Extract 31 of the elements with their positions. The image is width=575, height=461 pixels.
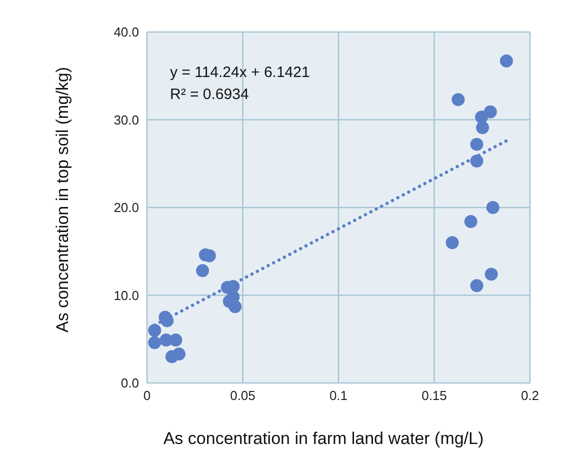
point <box>484 268 498 281</box>
point <box>446 236 459 250</box>
point <box>148 324 162 337</box>
x-tick-label: 0.1 <box>329 388 348 404</box>
annotation: R² = 0.6934 <box>170 86 249 103</box>
y-tick-label: 30.0 <box>114 112 139 128</box>
point <box>196 264 210 278</box>
point <box>500 54 513 68</box>
x-tick-label: 0.15 <box>422 388 447 404</box>
point <box>228 300 242 314</box>
point <box>486 201 500 214</box>
point <box>475 110 488 124</box>
point <box>169 334 182 347</box>
point <box>470 154 484 168</box>
point <box>452 93 465 106</box>
x-tick-label: 0 <box>143 388 151 404</box>
x-axis-title: As concentration in farm land water (mg/L) <box>163 429 484 448</box>
x-tick-label: 0.05 <box>230 388 256 404</box>
x-tick-label: 0.2 <box>520 388 540 404</box>
y-axis-title: As concentration in top soil (mg/kg) <box>53 66 72 332</box>
y-tick-label: 40.0 <box>114 24 139 40</box>
y-tick-label: 10.0 <box>114 288 139 303</box>
point <box>172 348 186 361</box>
point <box>470 138 484 151</box>
point <box>148 336 162 350</box>
annotation: y = 114.24x + 6.1421 <box>170 64 310 81</box>
point <box>464 215 478 228</box>
y-tick-label: 0.0 <box>120 376 139 391</box>
point <box>476 121 490 134</box>
y-tick-label: 20.0 <box>114 200 139 216</box>
point <box>470 279 484 292</box>
